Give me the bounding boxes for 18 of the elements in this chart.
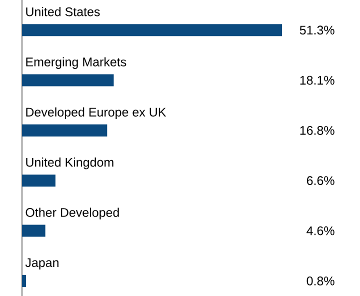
- y-tick-label: United States: [26, 7, 100, 16]
- data-label: 4.6%: [306, 226, 334, 236]
- data-label: 18.1%: [300, 76, 334, 85]
- bar: [22, 24, 282, 36]
- y-tick-label: Developed Europe ex UK: [26, 107, 166, 120]
- bar: [22, 74, 114, 86]
- bar: [22, 174, 56, 187]
- data-label: 0.8%: [306, 276, 334, 286]
- bar: [22, 224, 46, 237]
- bar: [22, 274, 26, 287]
- y-tick-label: Emerging Markets: [26, 57, 126, 69]
- y-tick-label: Other Developed: [26, 208, 119, 220]
- bar: [22, 124, 108, 136]
- data-label: 51.3%: [300, 26, 334, 35]
- y-tick-label: United Kingdom: [26, 158, 114, 170]
- data-label: 16.8%: [300, 126, 334, 135]
- y-tick-label: Japan: [25, 258, 58, 270]
- data-label: 6.6%: [306, 176, 334, 186]
